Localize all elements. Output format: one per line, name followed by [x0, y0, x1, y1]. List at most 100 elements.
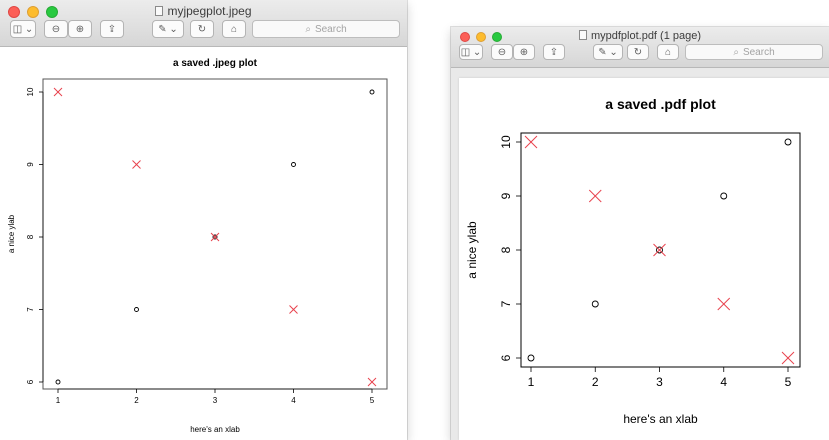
- circle-point: [212, 234, 218, 240]
- share-button[interactable]: ⇪: [543, 44, 565, 60]
- cross-point: [653, 243, 666, 257]
- titlebar: myjpegplot.jpeg ◫ ⌄ ⊖ ⊕ ⇪ ✎ ⌄ ↻ ⌂: [0, 0, 407, 47]
- zoom-window-button[interactable]: [46, 6, 58, 18]
- minimize-window-button[interactable]: [476, 32, 486, 42]
- close-window-button[interactable]: [8, 6, 20, 18]
- share-icon: ⇪: [107, 23, 117, 35]
- zoom-window-button[interactable]: [492, 32, 502, 42]
- toolbox-icon: ⌂: [664, 46, 672, 58]
- cross-stroke: [53, 87, 63, 97]
- search-field[interactable]: ⌕ Search: [252, 20, 400, 38]
- toolbar: ◫ ⌄ ⊖ ⊕ ⇪ ✎ ⌄ ↻ ⌂ ⌕ Search: [0, 20, 407, 40]
- y-tick-label: 8: [499, 246, 513, 253]
- zoom-in-button[interactable]: ⊕: [68, 20, 92, 38]
- y-tick-label: 7: [499, 300, 513, 307]
- plot-frame: [42, 78, 388, 390]
- cross-point: [289, 305, 298, 314]
- window-title-text: myjpegplot.jpeg: [167, 4, 252, 18]
- circle-point: [720, 192, 728, 200]
- window-title-text: mypdfplot.pdf (1 page): [590, 30, 702, 42]
- cross-point: [210, 232, 220, 242]
- circle-point: [591, 300, 599, 308]
- x-tick-label: 3: [656, 375, 663, 389]
- x-axis-label: here's an xlab: [190, 425, 240, 434]
- sidebar-toggle-button[interactable]: ◫ ⌄: [459, 44, 483, 60]
- y-tick-label: 7: [26, 307, 35, 312]
- x-tick-label: 4: [720, 375, 727, 389]
- chart-title: a saved .jpeg plot: [173, 58, 258, 69]
- pdf-scatter-chart: a saved .pdf plot 1 2 3 4 5 6 7 8 9 10 here's an xl…: [465, 96, 801, 426]
- cross-stroke: [367, 377, 377, 387]
- zoom-out-button[interactable]: ⊖: [44, 20, 68, 38]
- chart-title: a saved .pdf plot: [605, 96, 716, 112]
- sidebar-icon: ◫ ⌄: [12, 23, 34, 35]
- x-tick-label: 4: [291, 396, 296, 405]
- cross-stroke: [289, 305, 298, 314]
- search-placeholder: Search: [314, 23, 347, 35]
- document-view: a saved .pdf plot 1 2 3 4 5 6 7 8 9 10 here's an xl…: [451, 68, 829, 440]
- share-icon: ⇪: [549, 46, 559, 58]
- cross-stroke: [210, 232, 220, 242]
- toolbox-button[interactable]: ⌂: [222, 20, 246, 38]
- pdf-page: a saved .pdf plot 1 2 3 4 5 6 7 8 9 10 here's an xl…: [459, 78, 829, 440]
- image-view: a saved .jpeg plot 1 2 3 4 5 6 7 8 9 10 here's an x…: [0, 47, 407, 440]
- minimize-window-button[interactable]: [27, 6, 39, 18]
- cross-point: [132, 160, 141, 169]
- close-window-button[interactable]: [460, 32, 470, 42]
- pen-icon: ✎ ⌄: [158, 23, 178, 35]
- search-icon: ⌕: [733, 46, 739, 58]
- search-icon: ⌕: [305, 23, 311, 35]
- window-title: mypdfplot.pdf (1 page): [451, 30, 829, 42]
- circle-point: [134, 307, 139, 312]
- x-tick-label: 5: [785, 375, 792, 389]
- share-button[interactable]: ⇪: [100, 20, 124, 38]
- y-tick-label: 6: [26, 379, 35, 384]
- sidebar-toggle-button[interactable]: ◫ ⌄: [10, 20, 36, 38]
- search-field[interactable]: ⌕ Search: [685, 44, 823, 60]
- window-title: myjpegplot.jpeg: [0, 4, 407, 18]
- y-tick-label: 9: [26, 162, 35, 167]
- window-controls: [8, 6, 58, 18]
- cross-stroke: [717, 297, 731, 311]
- preview-window-pdf: mypdfplot.pdf (1 page) ◫ ⌄ ⊖ ⊕ ⇪ ✎ ⌄ ↻ ⌂: [451, 27, 829, 440]
- circle-point: [656, 246, 663, 254]
- x-axis-label: here's an xlab: [623, 412, 698, 426]
- cross-point: [588, 189, 602, 203]
- zoom-out-icon: ⊖: [51, 23, 61, 35]
- document-icon: [155, 6, 164, 16]
- cross-stroke: [781, 351, 795, 365]
- toolbar: ◫ ⌄ ⊖ ⊕ ⇪ ✎ ⌄ ↻ ⌂ ⌕ Search: [451, 44, 829, 62]
- toolbox-button[interactable]: ⌂: [657, 44, 679, 60]
- zoom-out-button[interactable]: ⊖: [491, 44, 513, 60]
- preview-window-jpeg: myjpegplot.jpeg ◫ ⌄ ⊖ ⊕ ⇪ ✎ ⌄ ↻ ⌂: [0, 0, 407, 440]
- pen-icon: ✎ ⌄: [598, 46, 618, 58]
- circle-point: [55, 379, 61, 385]
- cross-stroke: [588, 189, 602, 203]
- y-tick-label: 10: [26, 87, 35, 96]
- zoom-in-button[interactable]: ⊕: [513, 44, 535, 60]
- zoom-out-icon: ⊖: [497, 46, 507, 58]
- circle-point: [291, 162, 296, 167]
- y-axis-label: a nice ylab: [7, 214, 16, 253]
- x-tick-label: 2: [592, 375, 599, 389]
- sidebar-icon: ◫ ⌄: [460, 46, 482, 58]
- y-tick-label: 6: [499, 354, 513, 361]
- cross-point: [717, 297, 731, 311]
- y-axis-label: a nice ylab: [465, 221, 479, 279]
- cross-point: [781, 351, 795, 365]
- jpeg-scatter-chart: a saved .jpeg plot 1 2 3 4 5 6 7 8 9 10 here's an x…: [7, 58, 388, 434]
- y-tick-label: 9: [499, 192, 513, 199]
- cross-point: [367, 377, 377, 387]
- zoom-in-icon: ⊕: [75, 23, 85, 35]
- titlebar: mypdfplot.pdf (1 page) ◫ ⌄ ⊖ ⊕ ⇪ ✎ ⌄ ↻ ⌂: [451, 27, 829, 68]
- circle-point: [369, 89, 375, 95]
- rotate-button[interactable]: ↻: [627, 44, 649, 60]
- x-tick-label: 1: [528, 375, 535, 389]
- x-tick-label: 5: [370, 396, 375, 405]
- rotate-icon: ↻: [197, 23, 207, 35]
- search-placeholder: Search: [742, 46, 775, 58]
- markup-button[interactable]: ✎ ⌄: [593, 44, 623, 60]
- markup-button[interactable]: ✎ ⌄: [152, 20, 184, 38]
- rotate-button[interactable]: ↻: [190, 20, 214, 38]
- x-tick-label: 1: [56, 396, 61, 405]
